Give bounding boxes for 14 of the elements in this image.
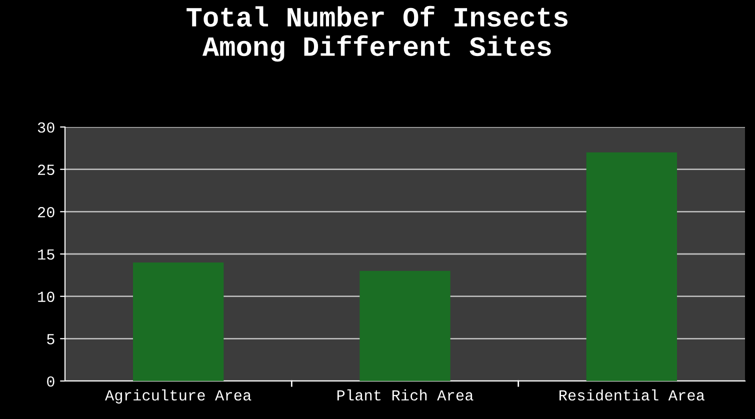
bar [360, 270, 450, 381]
y-tick-label: 15 [38, 249, 54, 260]
bar [586, 152, 677, 381]
x-tick-label: Residential Area [560, 389, 704, 401]
y-tick-label: 25 [38, 164, 54, 176]
chart-title: Total Number Of Insects Among Different Sites [186, 6, 568, 62]
y-tick-label: 10 [38, 292, 54, 302]
x-tick-label: Plant Rich Area [337, 389, 474, 401]
y-tick-label: 5 [47, 334, 54, 344]
x-tick-label: Agriculture Area [104, 389, 252, 404]
y-tick-label: 30 [38, 122, 54, 133]
bar [133, 262, 224, 381]
y-tick-label: 20 [38, 206, 54, 218]
y-tick-label: 0 [47, 376, 54, 387]
